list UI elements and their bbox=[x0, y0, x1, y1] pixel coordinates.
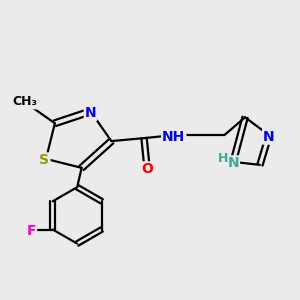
Text: N: N bbox=[263, 130, 275, 144]
Text: N: N bbox=[85, 106, 96, 120]
Text: F: F bbox=[27, 224, 36, 238]
Text: S: S bbox=[40, 153, 50, 167]
Text: O: O bbox=[141, 162, 153, 176]
Text: N: N bbox=[227, 156, 239, 170]
Text: CH₃: CH₃ bbox=[13, 95, 38, 108]
Text: NH: NH bbox=[162, 130, 185, 144]
Text: H: H bbox=[218, 152, 228, 165]
